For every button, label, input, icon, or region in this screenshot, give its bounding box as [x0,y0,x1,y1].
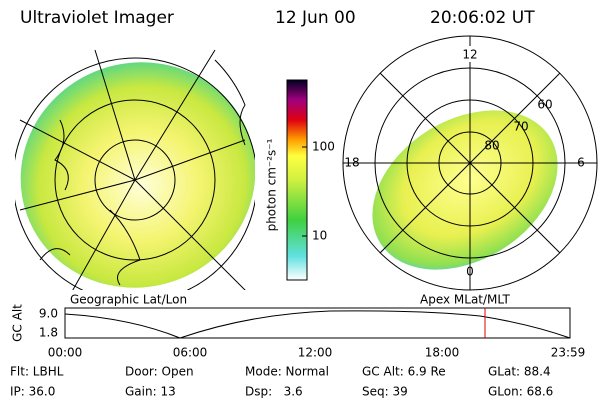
time: 20:06:02 UT [430,8,535,28]
colorbar-label: photon cm⁻²s⁻¹ [265,138,279,231]
status-field: Flt: LBHL [10,365,64,379]
colorbar-tick-label: 100 [312,140,335,154]
status-field: GLon: 68.6 [488,385,553,399]
mlt-label: 18 [344,156,359,170]
mlat-label: 70 [513,120,528,134]
lat-circle [94,139,176,221]
status-field: Gain: 13 [125,385,176,399]
status-field: Seq: 39 [362,385,408,399]
y-tick-label: 1.8 [39,326,58,340]
footer: Flt: LBHL Door: Open Mode: Normal GC Alt… [10,365,553,399]
x-tick-label: 23:59 [551,346,586,360]
auroral-image [20,62,255,288]
panel-label: Apex MLat/MLT [420,293,510,307]
lat-circle [15,57,255,290]
mlt-label: 6 [577,156,585,170]
title: Ultraviolet Imager [20,8,174,28]
status-field: IP: 36.0 [10,385,55,399]
colorbar: 100 10 photon cm⁻²s⁻¹ [265,79,335,281]
x-tick-label: 06:00 [173,346,208,360]
lat-circle [54,99,216,261]
y-axis-label: GC Alt [11,304,25,342]
auroral-oval [372,110,558,270]
x-tick-label: 12:00 [298,346,333,360]
status-field: GC Alt: 6.9 Re [362,365,446,379]
plot-frame [64,307,571,339]
geographic-image [15,49,255,290]
date: 12 Jun 00 [275,8,356,28]
status-field: Dsp: 3.6 [245,385,303,399]
mlt-label: 12 [462,48,477,62]
label-bg [462,46,478,62]
header: Ultraviolet Imager 12 Jun 00 20:06:02 UT [20,8,535,28]
colorbar-tick-label: 10 [312,229,327,243]
x-tick-label: 18:00 [425,346,460,360]
lon-lines [19,49,246,290]
altitude-plot: GC Alt 9.0 1.8 00:00 06:00 12:00 18:00 2… [11,304,586,360]
mlat-label: 60 [537,98,552,112]
y-tick-label: 9.0 [39,307,58,321]
coastlines [39,59,246,286]
mlt-label: 0 [466,265,474,279]
x-tick-label: 00:00 [48,346,83,360]
mlat-label: 80 [484,139,499,153]
status-field: Door: Open [125,365,194,379]
mlt-lines [343,36,597,290]
panel-label: Geographic Lat/Lon [70,293,187,307]
polar-plot: 12 0 18 6 80 70 60 [342,35,598,291]
altitude-curve [64,310,571,339]
colorbar-scale [286,79,308,281]
status-field: Mode: Normal [245,365,329,379]
status-field: GLat: 88.4 [488,365,551,379]
